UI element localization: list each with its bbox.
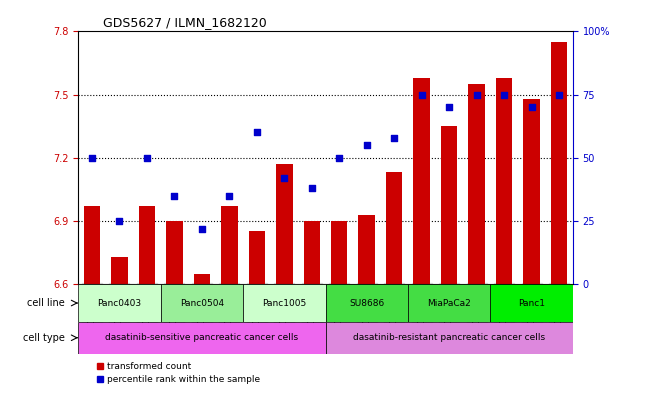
Point [169,193,180,199]
Text: Panc1005: Panc1005 [262,299,307,308]
Bar [331,221,348,284]
Text: Panc0504: Panc0504 [180,299,224,308]
Text: GDS5627 / ILMN_1682120: GDS5627 / ILMN_1682120 [103,16,267,29]
Bar [469,84,485,284]
Text: cell line: cell line [27,298,64,308]
Point [334,154,344,161]
Bar [139,206,155,284]
Bar [551,42,568,284]
Point [444,104,454,110]
FancyBboxPatch shape [490,284,573,322]
Point [114,218,124,224]
Bar [303,221,320,284]
Point [471,92,482,98]
Text: cell type: cell type [23,333,64,343]
Point [554,92,564,98]
Point [142,154,152,161]
Bar [413,78,430,284]
Bar [276,164,292,284]
Bar [496,78,512,284]
FancyBboxPatch shape [326,284,408,322]
Text: dasatinib-sensitive pancreatic cancer cells: dasatinib-sensitive pancreatic cancer ce… [105,333,298,342]
Point [87,154,97,161]
Bar [359,215,375,284]
Text: Panc0403: Panc0403 [97,299,141,308]
Bar [523,99,540,284]
Point [279,175,290,181]
FancyBboxPatch shape [78,284,161,322]
Bar [441,126,458,284]
Bar [166,221,182,284]
Point [197,225,207,231]
Legend: transformed count, percentile rank within the sample: transformed count, percentile rank withi… [92,358,264,388]
FancyBboxPatch shape [408,284,490,322]
Bar [83,206,100,284]
Text: dasatinib-resistant pancreatic cancer cells: dasatinib-resistant pancreatic cancer ce… [353,333,546,342]
Text: Panc1: Panc1 [518,299,545,308]
FancyBboxPatch shape [243,284,326,322]
Point [251,129,262,136]
Point [527,104,537,110]
Bar [193,274,210,284]
Bar [386,173,402,284]
Point [417,92,427,98]
Text: MiaPaCa2: MiaPaCa2 [427,299,471,308]
Text: SU8686: SU8686 [349,299,384,308]
FancyBboxPatch shape [326,322,573,354]
FancyBboxPatch shape [161,284,243,322]
Point [224,193,234,199]
Bar [111,257,128,284]
Point [307,185,317,191]
Point [499,92,509,98]
Point [361,142,372,148]
Bar [221,206,238,284]
Point [389,134,400,141]
Bar [249,231,265,284]
FancyBboxPatch shape [78,322,326,354]
